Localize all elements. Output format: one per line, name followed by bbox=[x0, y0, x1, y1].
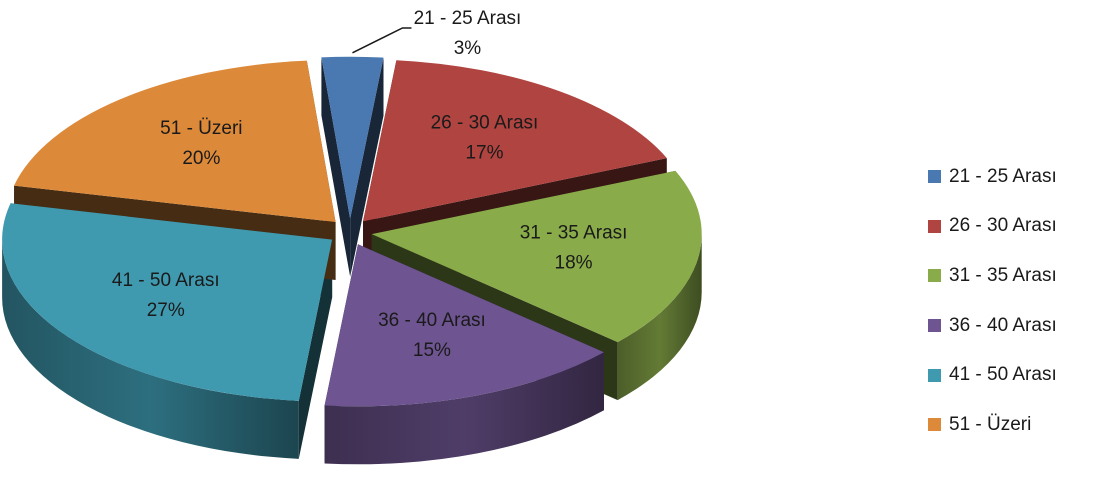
legend-label: 51 - Üzeri bbox=[949, 413, 1032, 435]
data-label-value-3: 15% bbox=[413, 340, 451, 361]
data-label-category-5: 51 - Üzeri bbox=[160, 118, 242, 139]
data-label-category-2: 31 - 35 Arası bbox=[520, 223, 628, 244]
pie-slice-wall-3-0 bbox=[324, 352, 604, 465]
legend-item: 21 - 25 Arası bbox=[928, 152, 1057, 202]
data-labels: 21 - 25 Arası 3% 26 - 30 Arası 17% 31 - 35 A… bbox=[112, 8, 628, 361]
data-label-category-3: 36 - 40 Arası bbox=[378, 310, 486, 331]
legend-label: 21 - 25 Arası bbox=[949, 165, 1057, 187]
legend-label: 41 - 50 Arası bbox=[949, 364, 1057, 386]
pie-slice-side-0-0 bbox=[321, 57, 351, 277]
legend-item: 41 - 50 Arası bbox=[928, 350, 1057, 400]
data-label-value-0: 3% bbox=[454, 38, 482, 59]
data-label-category-1: 26 - 30 Arası bbox=[431, 113, 539, 134]
data-label-category-4: 41 - 50 Arası bbox=[112, 270, 220, 291]
pie-slice-3 bbox=[324, 244, 604, 407]
data-label-value-2: 18% bbox=[555, 253, 593, 274]
pie-slice-wall-4-0 bbox=[2, 239, 299, 459]
pie-slices bbox=[2, 56, 702, 407]
pie-slice-1 bbox=[363, 60, 667, 222]
legend-item: 36 - 40 Arası bbox=[928, 301, 1057, 351]
legend-swatch bbox=[928, 219, 941, 233]
legend-item: 51 - Üzeri bbox=[928, 400, 1057, 450]
legend-label: 31 - 35 Arası bbox=[949, 264, 1057, 286]
pie-slice-2 bbox=[371, 170, 702, 343]
legend-swatch bbox=[928, 170, 941, 184]
leader-line-0 bbox=[352, 27, 412, 54]
pie-slice-4 bbox=[2, 203, 333, 401]
pie-slice-0 bbox=[321, 56, 384, 219]
data-label-category-0: 21 - 25 Arası bbox=[414, 8, 522, 29]
data-label-value-5: 20% bbox=[182, 148, 220, 169]
data-label-value-4: 27% bbox=[147, 300, 185, 321]
legend-swatch bbox=[928, 418, 941, 432]
pie-slice-wall-2-0 bbox=[617, 234, 702, 401]
legend-item: 31 - 35 Arası bbox=[928, 251, 1057, 301]
legend-swatch bbox=[928, 368, 941, 382]
legend: 21 - 25 Arası 26 - 30 Arası 31 - 35 Arası 3… bbox=[928, 152, 1057, 450]
legend-swatch bbox=[928, 319, 941, 333]
legend-label: 26 - 30 Arası bbox=[949, 215, 1057, 237]
legend-item: 26 - 30 Arası bbox=[928, 202, 1057, 252]
legend-label: 36 - 40 Arası bbox=[949, 314, 1057, 336]
data-label-value-1: 17% bbox=[465, 143, 503, 164]
pie-slice-5 bbox=[14, 60, 336, 223]
legend-swatch bbox=[928, 269, 941, 283]
pie-slice-side-0-1 bbox=[350, 57, 384, 277]
